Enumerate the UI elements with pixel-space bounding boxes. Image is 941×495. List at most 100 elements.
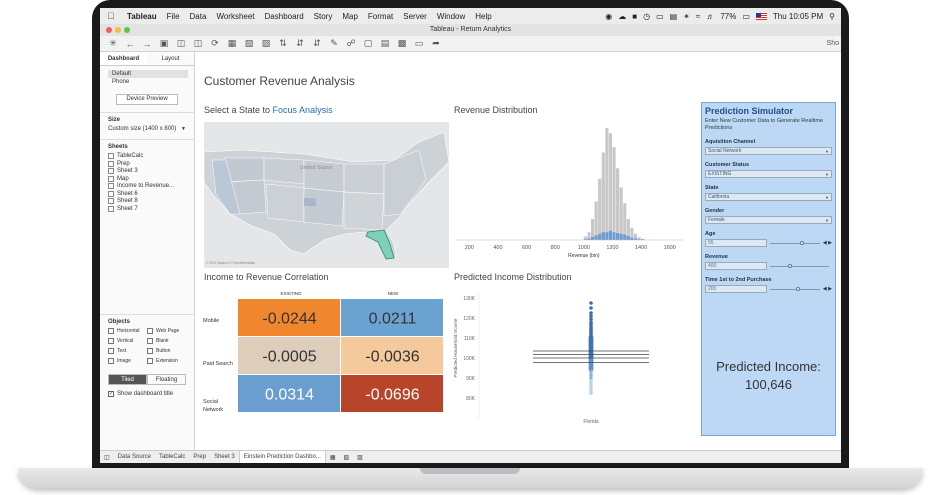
- show-me-button[interactable]: Sho: [826, 40, 839, 47]
- show-title-option[interactable]: ✓ Show dashboard title: [108, 390, 186, 397]
- clear-icon[interactable]: ▨: [261, 38, 271, 48]
- new-dashboard-icon[interactable]: ▧: [343, 454, 350, 461]
- status-select[interactable]: EXISTING ▼: [705, 170, 832, 178]
- gender-select[interactable]: Female ▼: [705, 216, 832, 224]
- histogram-bar[interactable]: [605, 128, 609, 240]
- minimize-window-button[interactable]: [115, 27, 121, 33]
- heatmap-cell[interactable]: [238, 375, 340, 412]
- histogram-highlight-bar[interactable]: [641, 239, 645, 240]
- data-point[interactable]: [589, 306, 593, 310]
- time-slider[interactable]: 265 ◀ ▶: [705, 285, 832, 293]
- us-map[interactable]: United States © 2021 Mapbox © OpenStreet…: [204, 122, 449, 268]
- state-shape[interactable]: [343, 191, 385, 231]
- age-slider[interactable]: 55 ◀ ▶: [705, 239, 832, 247]
- histogram-bar[interactable]: [633, 233, 638, 240]
- histogram-highlight-bar[interactable]: [598, 233, 602, 240]
- histogram-bar[interactable]: [594, 201, 598, 241]
- histogram-bar[interactable]: [598, 178, 602, 240]
- tab-dashboard[interactable]: Dashboard: [100, 52, 147, 65]
- data-point[interactable]: [589, 317, 593, 321]
- device-phone[interactable]: Phone: [112, 79, 130, 85]
- state-shape[interactable]: [304, 198, 316, 206]
- state-shape[interactable]: [265, 183, 305, 223]
- stepper-arrows-icon[interactable]: ◀ ▶: [822, 286, 832, 292]
- histogram-highlight-bar[interactable]: [633, 238, 638, 240]
- histogram-highlight-bar[interactable]: [587, 238, 591, 240]
- tab-data-source[interactable]: Data Source: [117, 454, 152, 460]
- device-preview-button[interactable]: Device Preview: [116, 94, 178, 105]
- new-story-icon[interactable]: ▨: [357, 454, 363, 461]
- tab-layout[interactable]: Layout: [161, 56, 180, 62]
- new-sheet-icon[interactable]: ▦: [227, 38, 237, 48]
- menu-story[interactable]: Story: [313, 11, 333, 21]
- histogram-highlight-bar[interactable]: [630, 237, 634, 240]
- histogram-highlight-bar[interactable]: [637, 239, 641, 240]
- histogram-bar[interactable]: [623, 203, 627, 240]
- heatmap-cell[interactable]: [341, 299, 443, 336]
- heatmap-cell[interactable]: [341, 375, 443, 412]
- refresh-icon[interactable]: ⟳: [211, 38, 219, 48]
- histogram-bar[interactable]: [590, 219, 595, 240]
- object-horizontal[interactable]: Horizontal: [108, 327, 147, 334]
- slider-knob[interactable]: [800, 240, 804, 245]
- save-icon[interactable]: ▣: [159, 38, 169, 48]
- heatmap-cell[interactable]: [238, 299, 340, 336]
- label-icon[interactable]: ▢: [363, 38, 373, 48]
- share-icon[interactable]: ➦: [432, 38, 440, 48]
- checkbox-checked-icon[interactable]: ✓: [108, 390, 114, 397]
- histogram-highlight-bar[interactable]: [594, 235, 598, 240]
- tableau-logo-icon[interactable]: ✳: [109, 38, 117, 48]
- histogram-highlight-bar[interactable]: [583, 239, 587, 240]
- new-sheet-icon[interactable]: ▦: [329, 454, 336, 461]
- menu-format[interactable]: Format: [367, 11, 394, 21]
- object-web-page[interactable]: Web Page: [147, 327, 186, 334]
- sheet-item[interactable]: Sheet 6: [108, 190, 186, 197]
- data-point[interactable]: [589, 379, 593, 383]
- state-shape[interactable]: [303, 187, 345, 227]
- histogram-highlight-bar[interactable]: [623, 234, 627, 240]
- histogram-highlight-bar[interactable]: [608, 230, 613, 240]
- menu-app[interactable]: Tableau: [127, 11, 157, 21]
- menu-file[interactable]: File: [166, 11, 180, 21]
- data-point[interactable]: [589, 391, 593, 395]
- sort-asc-icon[interactable]: ⇵: [296, 38, 304, 48]
- histogram-highlight-bar[interactable]: [616, 233, 620, 240]
- data-point[interactable]: [589, 373, 593, 377]
- bluetooth-icon[interactable]: ✴: [683, 11, 690, 21]
- object-image[interactable]: Image: [108, 357, 147, 364]
- sheet-item[interactable]: Sheet 8: [108, 198, 186, 204]
- sheet-item[interactable]: Map: [108, 175, 186, 182]
- histogram-bar[interactable]: [619, 187, 623, 241]
- fix-axes-icon[interactable]: ▤: [380, 38, 390, 48]
- clock[interactable]: Thu 10:05 PM: [772, 11, 824, 21]
- tab-sheet3[interactable]: Sheet 3: [214, 454, 235, 460]
- histogram-highlight-bar[interactable]: [619, 233, 623, 240]
- revenue-histogram[interactable]: 200 400 600 800 1000 1200 1400 1600 Revenue (bin…: [449, 122, 694, 268]
- histogram-bar[interactable]: [587, 232, 591, 240]
- income-distribution[interactable]: Predicted Household Income 130K 120K 110K 10…: [449, 288, 694, 438]
- clock-icon[interactable]: ◷: [643, 11, 651, 21]
- wifi-icon[interactable]: ≈: [695, 11, 701, 21]
- slider-knob[interactable]: [796, 286, 800, 291]
- sheet-item[interactable]: TableCalc: [108, 153, 186, 159]
- histogram-bar[interactable]: [583, 236, 587, 241]
- menu-map[interactable]: Map: [342, 11, 358, 21]
- histogram-bar[interactable]: [601, 152, 605, 241]
- slider-knob[interactable]: [788, 263, 792, 268]
- volume-icon[interactable]: ♬: [706, 11, 715, 21]
- revenue-slider[interactable]: 400: [705, 262, 832, 270]
- pause-icon[interactable]: ◫: [193, 38, 203, 48]
- menu-worksheet[interactable]: Worksheet: [216, 11, 255, 21]
- new-datasource-icon[interactable]: ◫: [176, 38, 186, 48]
- object-extension[interactable]: Extension: [147, 357, 186, 364]
- tab-prep[interactable]: Prep: [193, 454, 207, 460]
- state-select[interactable]: California ▼: [705, 193, 832, 201]
- screen-icon[interactable]: ▤: [669, 11, 678, 21]
- state-shape[interactable]: [263, 157, 305, 185]
- histogram-highlight-bar[interactable]: [612, 232, 616, 240]
- object-blank[interactable]: Blank: [147, 337, 186, 344]
- menu-help[interactable]: Help: [475, 11, 492, 21]
- histogram-highlight-bar[interactable]: [605, 232, 609, 240]
- app-icon[interactable]: ■: [632, 11, 638, 21]
- data-point[interactable]: [589, 385, 593, 389]
